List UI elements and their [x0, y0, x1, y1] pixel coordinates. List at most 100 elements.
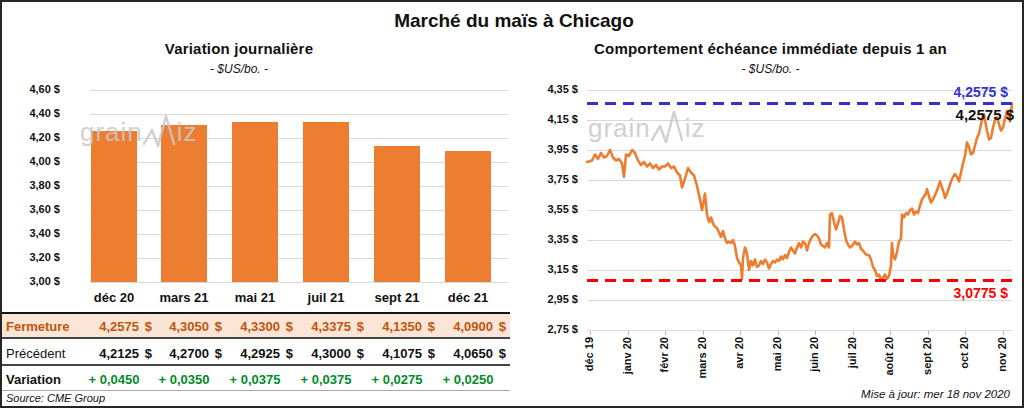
line-plot	[587, 90, 1012, 330]
bar-category-label: déc 21	[432, 290, 504, 305]
table-cell: 4,3375$	[288, 318, 364, 333]
y-axis-tick-label: 3,80 $	[29, 179, 60, 191]
support-price-label: 3,0775 $	[954, 285, 1009, 301]
bar-chart-panel: Variation journalière - $US/bo. - 4,60 $…	[2, 2, 514, 406]
x-axis-tick-label: juin 20	[808, 337, 820, 387]
price-line	[587, 90, 1012, 330]
gridline	[90, 90, 509, 91]
table-cell: + 0,0350	[146, 372, 222, 387]
x-axis-tick-label: déc 19	[583, 337, 595, 387]
line-y-axis: 4,35 $4,15 $3,95 $3,75 $3,55 $3,35 $3,15…	[514, 90, 582, 330]
y-axis-tick-label: 3,35 $	[547, 233, 578, 245]
table-cell: 4,2925$	[217, 345, 293, 360]
x-axis-tick-label: nov 20	[996, 337, 1008, 387]
bar-category-label: mars 21	[148, 290, 220, 305]
x-axis-tick-label: janv 20	[621, 337, 633, 387]
bar	[91, 131, 137, 282]
table-row-variation: Variation + 0,0450+ 0,0350+ 0,0375+ 0,03…	[2, 368, 510, 391]
source-note: Source: CME Group	[6, 392, 105, 404]
currency-symbol: $	[493, 318, 506, 333]
bar	[161, 125, 207, 282]
x-axis-tick-label: oct 20	[958, 337, 970, 387]
y-axis-tick-label: 3,20 $	[29, 251, 60, 263]
table-cell: + 0,0275	[359, 372, 435, 387]
cell-value: 4,1075	[382, 345, 422, 360]
update-note: Mise à jour: mer 18 nov 2020	[861, 388, 1010, 400]
table-cell: 4,0900$	[430, 318, 506, 333]
x-axis-tick-label: juil 20	[846, 337, 858, 387]
last-price-label: 4,2575 $	[956, 106, 1014, 123]
y-axis-tick-label: 4,00 $	[29, 155, 60, 167]
page: Marché du maïs à Chicago Variation journ…	[0, 0, 1024, 408]
line-chart-title: Comportement échéance immédiate depuis 1…	[518, 40, 1023, 57]
bar	[232, 122, 278, 282]
bar-plot	[90, 90, 509, 282]
row-label-fermeture: Fermeture	[6, 318, 70, 333]
bar	[303, 122, 349, 283]
y-axis-tick-label: 4,60 $	[29, 83, 60, 95]
cell-value: 4,1350	[382, 318, 422, 333]
x-axis-tick-label: avr 20	[733, 337, 745, 387]
y-axis-tick-label: 3,40 $	[29, 227, 60, 239]
gridline	[90, 138, 509, 139]
y-axis-tick-label: 4,35 $	[547, 83, 578, 95]
support-dashed-line	[587, 279, 1012, 282]
x-axis-tick-label: mai 20	[771, 337, 783, 387]
table-cell: 4,0650$	[430, 345, 506, 360]
bar	[374, 146, 420, 282]
table-row-fermeture: Fermeture 4,2575$4,3050$4,3300$4,3375$4,…	[2, 312, 510, 339]
y-axis-tick-label: 4,40 $	[29, 107, 60, 119]
y-axis-tick-label: 3,75 $	[547, 173, 578, 185]
resistance-price-label: 4,2575 $	[954, 84, 1009, 100]
bar-chart-subtitle: - $US/bo. -	[2, 62, 476, 76]
table-cell: 4,3000$	[288, 345, 364, 360]
table-row-precedent: Précédent 4,2125$4,2700$4,2925$4,3000$4,…	[2, 341, 510, 366]
currency-symbol: $	[493, 345, 506, 360]
table-cell: + 0,0375	[217, 372, 293, 387]
x-axis-tick-label: août 20	[883, 337, 895, 387]
cell-value: 4,0650	[453, 345, 493, 360]
cell-value: 4,3375	[311, 318, 351, 333]
y-axis-tick-label: 4,20 $	[29, 131, 60, 143]
x-axis-tick-label: sept 20	[921, 337, 933, 387]
cell-value: 4,2575	[99, 318, 139, 333]
bar-y-axis: 4,60 $4,40 $4,20 $4,00 $3,80 $3,60 $3,40…	[2, 90, 64, 282]
table-cell: 4,3300$	[217, 318, 293, 333]
y-axis-tick-label: 2,95 $	[547, 293, 578, 305]
table-cell: 4,1350$	[359, 318, 435, 333]
bar-category-label: déc 20	[78, 290, 150, 305]
table-cell: 4,2700$	[146, 345, 222, 360]
y-axis-tick-label: 3,00 $	[29, 275, 60, 287]
y-axis-tick-label: 3,95 $	[547, 143, 578, 155]
line-chart-panel: Comportement échéance immédiate depuis 1…	[514, 2, 1024, 406]
cell-value: 4,3050	[169, 318, 209, 333]
table-cell: 4,2575$	[76, 318, 152, 333]
cell-value: 4,0900	[453, 318, 493, 333]
table-cell: 4,3050$	[146, 318, 222, 333]
bar-category-label: sept 21	[361, 290, 433, 305]
bar-chart-title: Variation journalière	[2, 40, 476, 57]
resistance-dashed-line	[587, 102, 1012, 105]
y-axis-tick-label: 3,60 $	[29, 203, 60, 215]
gridline	[587, 330, 1012, 331]
row-label-variation: Variation	[6, 372, 61, 387]
table-cell: + 0,0450	[76, 372, 152, 387]
y-axis-tick-label: 3,15 $	[547, 263, 578, 275]
bar-category-label: juil 21	[290, 290, 362, 305]
y-axis-tick-label: 3,55 $	[547, 203, 578, 215]
cell-value: 4,3300	[240, 318, 280, 333]
y-axis-tick-label: 2,75 $	[547, 323, 578, 335]
cell-value: 4,2125	[99, 345, 139, 360]
cell-value: 4,2925	[240, 345, 280, 360]
line-chart-subtitle: - $US/bo. -	[518, 62, 1023, 76]
gridline	[90, 282, 509, 283]
cell-value: 4,2700	[169, 345, 209, 360]
row-label-precedent: Précédent	[6, 345, 65, 360]
cell-value: 4,3000	[311, 345, 351, 360]
table-cell: + 0,0250	[430, 372, 506, 387]
gridline	[90, 114, 509, 115]
bar-x-labels: déc 20mars 21mai 21juil 21sept 21déc 21	[2, 290, 510, 310]
bar-category-label: mai 21	[219, 290, 291, 305]
table-cell: + 0,0375	[288, 372, 364, 387]
x-axis-tick-label: févr 20	[658, 337, 670, 387]
